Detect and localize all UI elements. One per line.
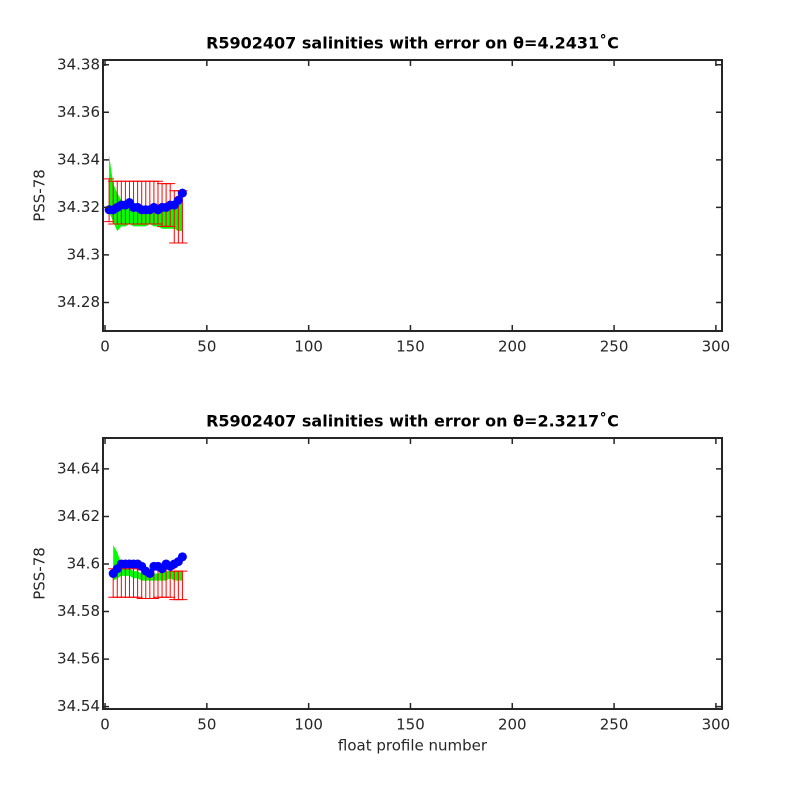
- y-tick-label: 34.64: [57, 459, 100, 477]
- error-bar: [152, 180, 163, 225]
- x-tick-label: 50: [197, 338, 216, 356]
- axes-box: [102, 437, 723, 710]
- y-tick-label: 34.6: [67, 554, 100, 572]
- error-band: [109, 155, 183, 232]
- x-tick-label: 250: [600, 716, 629, 734]
- x-tick-label: 200: [498, 716, 527, 734]
- float-point: [173, 195, 183, 205]
- y-tick-label: 34.56: [57, 650, 100, 668]
- y-tick-label: 34.28: [57, 293, 100, 311]
- x-tick-label: 300: [702, 716, 731, 734]
- error-bar: [177, 570, 188, 601]
- y-tick-label: 34.32: [57, 198, 100, 216]
- x-tick-label: 150: [396, 716, 425, 734]
- x-tick-label: 200: [498, 338, 527, 356]
- x-tick-label: 0: [100, 338, 110, 356]
- x-tick-label: 50: [197, 716, 216, 734]
- x-tick-label: 150: [396, 338, 425, 356]
- y-tick-label: 34.36: [57, 103, 100, 121]
- plot-area: [103, 60, 722, 331]
- x-axis-label: float profile number: [338, 737, 488, 755]
- y-tick-label: 34.54: [57, 697, 100, 715]
- y-tick-label: 34.34: [57, 150, 100, 168]
- x-tick-label: 250: [600, 338, 629, 356]
- x-tick-label: 300: [702, 338, 731, 356]
- chart-title: R5902407 salinities with error on θ=2.32…: [206, 412, 619, 431]
- axes-box: [102, 59, 723, 332]
- y-tick-label: 34.62: [57, 507, 100, 525]
- x-tick-label: 100: [294, 716, 323, 734]
- float-point: [177, 188, 187, 198]
- x-tick-label: 100: [294, 338, 323, 356]
- float-point: [177, 552, 187, 562]
- x-tick-label: 0: [100, 716, 110, 734]
- y-tick-label: 34.38: [57, 55, 100, 73]
- y-tick-label: 34.58: [57, 602, 100, 620]
- chart-title: R5902407 salinities with error on θ=4.24…: [206, 34, 619, 53]
- y-tick-label: 34.3: [67, 245, 100, 263]
- y-axis-label: PSS-78: [31, 547, 49, 600]
- float-point: [145, 569, 155, 578]
- y-axis-label: PSS-78: [31, 169, 49, 222]
- plot-area: [103, 438, 722, 709]
- error-bar: [104, 178, 115, 223]
